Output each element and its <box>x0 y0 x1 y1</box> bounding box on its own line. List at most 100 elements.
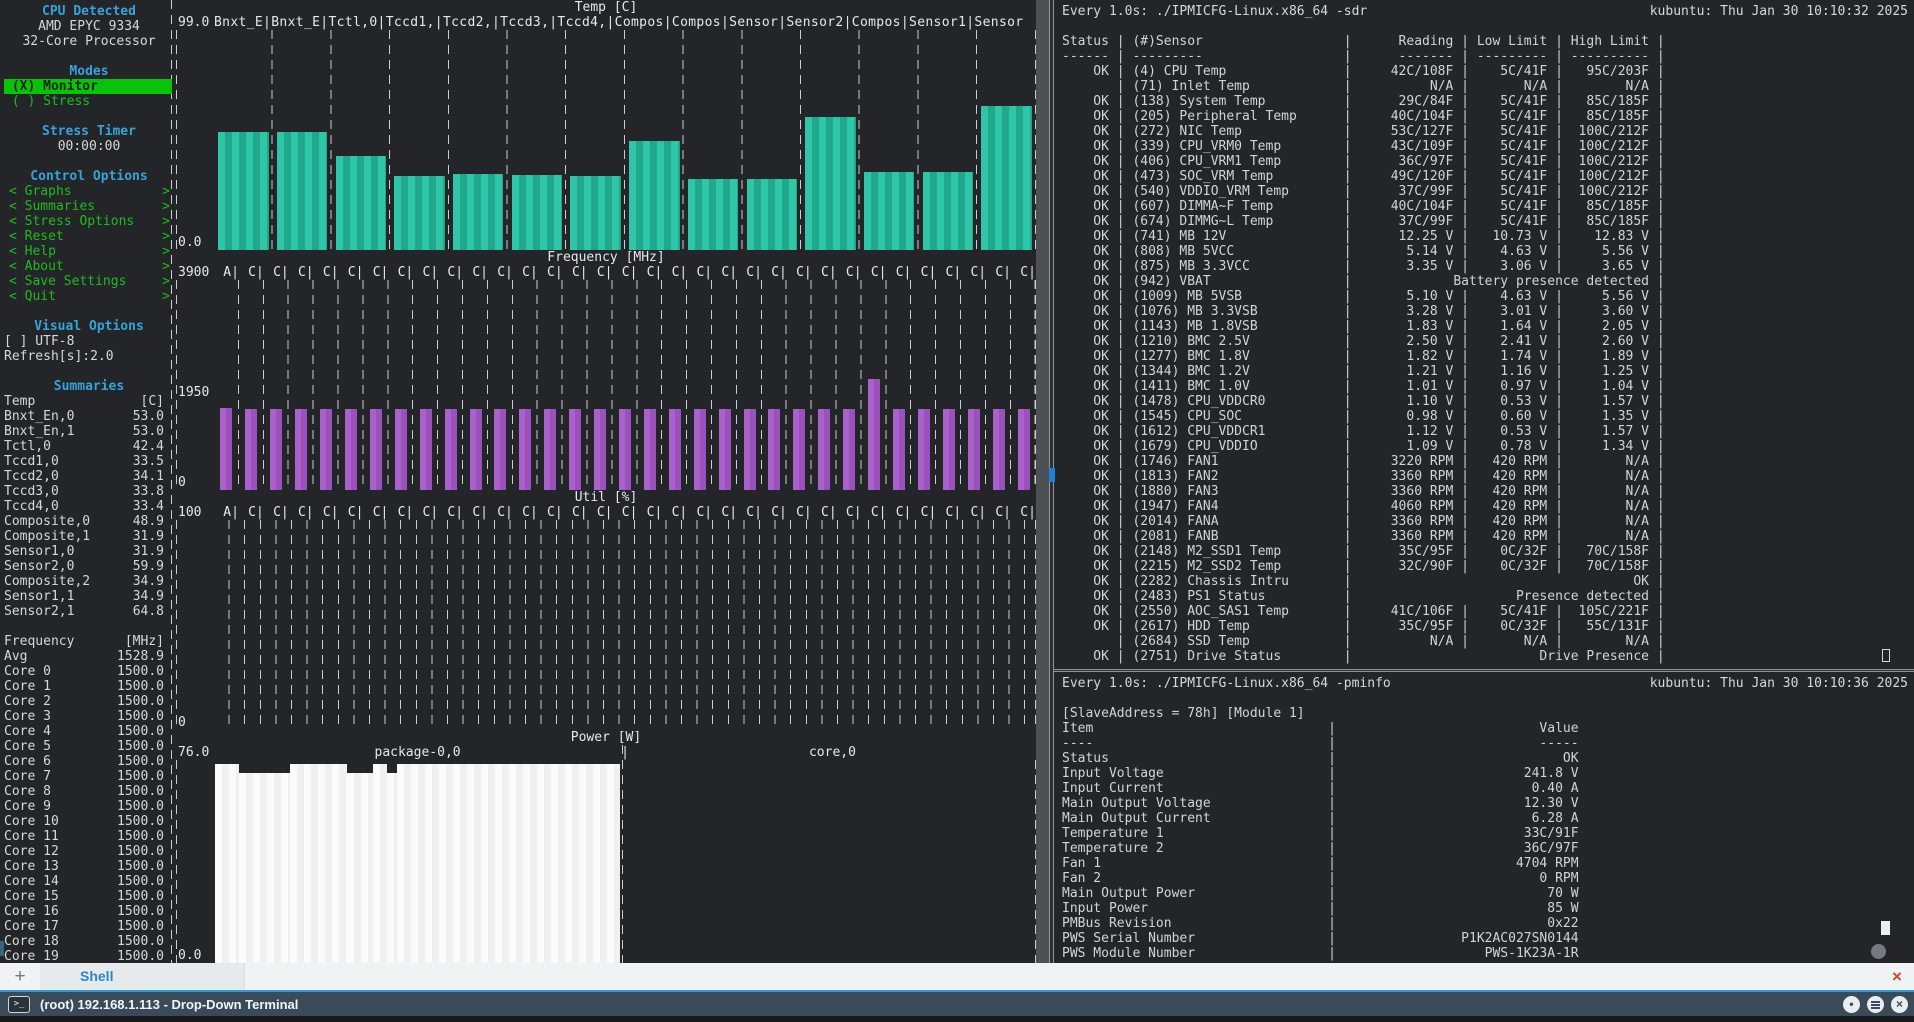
graph-bar <box>270 409 283 490</box>
column-label: C| <box>522 265 538 280</box>
keep-open-button[interactable]: • <box>1843 995 1860 1013</box>
new-tab-button[interactable]: + <box>14 966 26 987</box>
power-area-segment <box>289 764 347 963</box>
freq-graph-header: 3900 A| C| C| C| C| C| C| C| C| C| C| C| C| C| C| C| C| C… <box>178 265 1036 280</box>
temp-summary-row: Tctl,0 42.4 <box>4 439 164 454</box>
visual-options-title: Visual Options <box>34 319 144 334</box>
graph-bar <box>893 409 905 490</box>
freq-graph-plot <box>214 280 1036 490</box>
column-label: C| <box>248 505 264 520</box>
power-series-package-label: package-0,0 <box>374 745 461 760</box>
temp-graph: Temp [C] 99.0 Bnxt_E|Bnxt_E|Tctl,0|Tccd1… <box>176 0 1036 250</box>
close-window-button[interactable]: × <box>1891 995 1908 1013</box>
column-label: C| <box>771 505 787 520</box>
power-area-segment <box>397 764 621 963</box>
control-option-quit[interactable]: < Quit > <box>9 289 170 304</box>
power-area-segment <box>346 773 373 963</box>
pane-splitter-horizontal[interactable] <box>1054 669 1914 672</box>
graph-bar <box>917 409 930 490</box>
graph-bar <box>345 409 357 490</box>
column-label: C| <box>322 265 339 280</box>
power-graph-header: 76.0 package-0,0 | core,0 <box>176 745 1036 760</box>
window-bottom-edge <box>0 1016 1914 1022</box>
modes-title: Modes <box>69 64 109 79</box>
freq-summary-header: Frequency [MHz] <box>4 634 164 649</box>
graph-bar <box>245 409 258 490</box>
column-label: C| <box>347 505 364 520</box>
control-option-graphs[interactable]: < Graphs > <box>9 184 170 199</box>
graph-bar <box>494 409 507 490</box>
graph-bar <box>469 409 482 490</box>
column-label: C| <box>1020 505 1036 520</box>
temp-graph-title: Temp [C] <box>574 0 638 15</box>
close-tabbar-icon[interactable]: × <box>1892 966 1902 986</box>
util-ymin-label: 0 <box>177 715 187 730</box>
column-label: C| <box>596 265 613 280</box>
column-label: C| <box>721 505 738 520</box>
column-label: C| <box>696 265 713 280</box>
graph-bar <box>843 409 856 490</box>
column-label: C| <box>297 505 314 520</box>
temp-summary-row: Tccd4,0 33.4 <box>4 499 164 514</box>
scrollbar-thumb-dot[interactable] <box>1871 944 1886 959</box>
temp-graph-plot <box>214 30 1036 250</box>
refresh-rate-field[interactable]: Refresh[s]:2.0 <box>4 349 114 364</box>
graph-bar <box>570 175 621 250</box>
column-label: C| <box>920 265 937 280</box>
column-label: C| <box>422 505 439 520</box>
column-label: C| <box>472 265 488 280</box>
column-label: C| <box>273 505 289 520</box>
left-pane-scrollbar[interactable] <box>1036 0 1049 963</box>
sdr-command: Every 1.0s: ./IPMICFG-Linux.x86_64 -sdr <box>1062 4 1368 19</box>
graph-bar <box>295 409 308 490</box>
column-label: C| <box>845 505 862 520</box>
graph-bar <box>992 409 1005 490</box>
pminfo-host-time: kubuntu: Thu Jan 30 10:10:36 2025 <box>1649 676 1908 691</box>
graph-bar <box>818 409 831 490</box>
mode-item[interactable]: ( ) Stress <box>4 94 91 109</box>
graph-bar <box>693 409 706 490</box>
menu-button[interactable] <box>1867 995 1884 1013</box>
terminal-icon: >_ <box>8 995 30 1013</box>
column-label: C| <box>995 265 1011 280</box>
power-area-segment <box>387 773 398 963</box>
active-cursor <box>1881 921 1890 935</box>
column-label: C| <box>821 505 837 520</box>
graph-bar <box>369 409 382 490</box>
control-option-stress-options[interactable]: < Stress Options > <box>9 214 170 229</box>
control-option-summaries[interactable]: < Summaries > <box>9 199 170 214</box>
column-label: C| <box>447 505 464 520</box>
pminfo-command: Every 1.0s: ./IPMICFG-Linux.x86_64 -pmin… <box>1062 676 1391 691</box>
control-option-about[interactable]: < About > <box>9 259 170 274</box>
pminfo-watch-header: Every 1.0s: ./IPMICFG-Linux.x86_64 -pmin… <box>1062 676 1908 691</box>
temp-summary-row: Sensor1,0 31.9 <box>4 544 164 559</box>
column-label: C| <box>497 505 513 520</box>
control-option-save-settings[interactable]: < Save Settings > <box>9 274 170 289</box>
tab-shell[interactable]: Shell <box>40 963 245 990</box>
control-option-help[interactable]: < Help > <box>9 244 170 259</box>
column-label: C| <box>746 265 762 280</box>
column-label: C| <box>796 265 812 280</box>
column-label: C| <box>870 265 887 280</box>
modes-list: (X) Monitor ( ) Stress <box>4 79 174 109</box>
column-label: C| <box>995 505 1011 520</box>
graph-bar <box>220 407 233 490</box>
utf8-checkbox[interactable]: [ ] UTF-8 <box>4 334 75 349</box>
freq-ymin-label: 0 <box>177 475 187 490</box>
temp-summary-row: Sensor2,1 64.8 <box>4 604 164 619</box>
column-label: C| <box>945 265 962 280</box>
power-series-core-label: core,0 <box>808 745 856 760</box>
graph-bar <box>419 409 432 490</box>
column-label: C| <box>895 505 912 520</box>
power-graph-plot <box>214 745 1036 963</box>
mode-item[interactable]: (X) Monitor <box>4 79 172 94</box>
pane-splitter[interactable] <box>1049 0 1055 963</box>
summaries-title: Summaries <box>53 379 125 394</box>
cpu-detected-title: CPU Detected <box>42 4 136 19</box>
cpu-model: AMD EPYC 9334 <box>38 19 140 34</box>
column-label: C| <box>571 505 588 520</box>
freq-summary-row: Core 6 1500.0 <box>4 754 164 769</box>
control-option-reset[interactable]: < Reset > <box>9 229 170 244</box>
temp-summary-row: Composite,2 34.9 <box>4 574 164 589</box>
